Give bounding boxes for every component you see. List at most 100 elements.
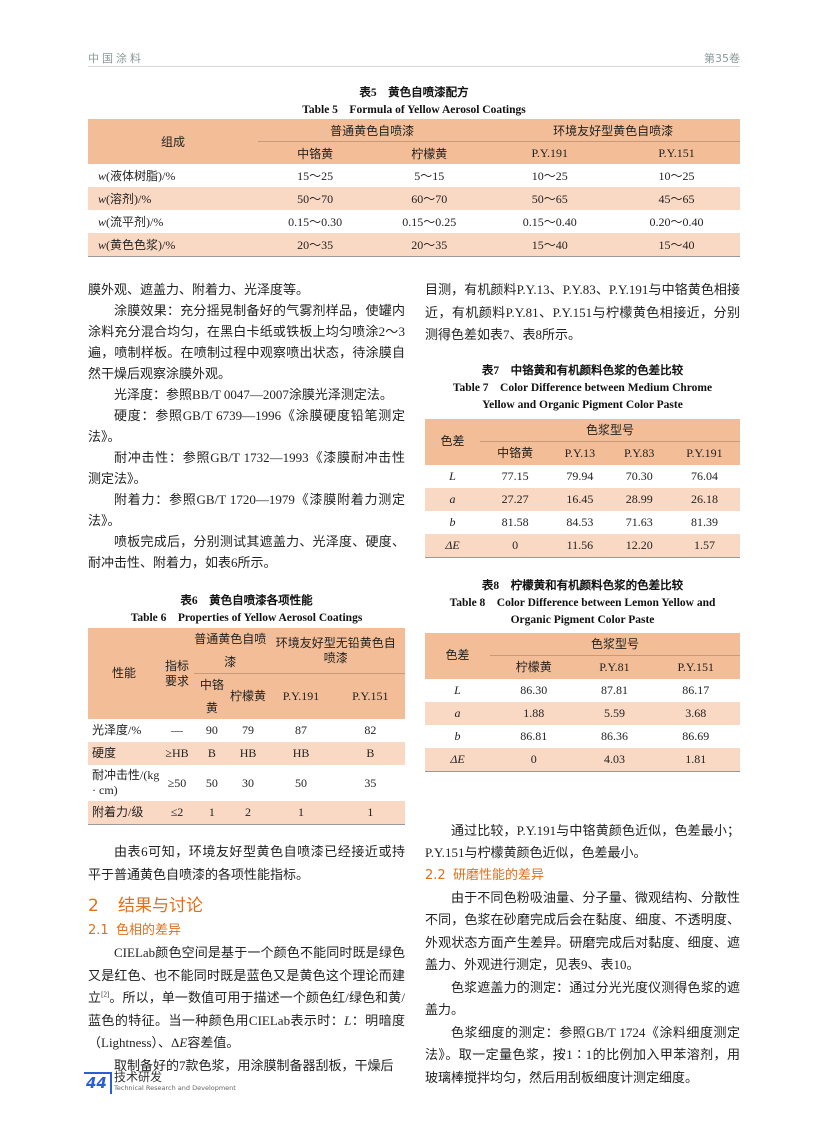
requirement-cell: ≥HB [165,746,189,761]
table-row: w(黄色色浆)/% 20～35 20～35 15～40 15～40 [88,233,740,257]
table-cell: 86.69 [682,728,710,743]
table-cell: 0.15～0.30 [288,215,343,229]
row-label: 附着力/级 [92,805,144,819]
row-label-text: (黄色色浆)/% [106,238,176,252]
paragraph: 色浆遮盖力的测定：通过分光光度仪测得色浆的遮盖力。 [425,979,740,1018]
table-cell: 1.81 [685,751,707,766]
table-row: b 81.58 84.53 71.63 81.39 [425,511,740,534]
table-cell: 79.94 [566,468,594,483]
table-cell: 79 [242,723,255,738]
table-row: w(流平剂)/% 0.15～0.30 0.15～0.25 0.15～0.40 0.20～… [88,210,740,233]
table6: 性能 指标要求 普通黄色自喷漆 环境友好型无铅黄色自喷漆 中铬黄 柠檬黄 P.Y… [88,628,405,825]
table-row: 附着力/级 ≤2 1 2 1 1 [88,801,405,825]
row-label: 光泽度/% [92,723,142,737]
row-label-text: (流平剂)/% [106,215,164,229]
paragraph: 由表6可知，环境友好型黄色自喷漆已经接近或持平于普通黄色自喷漆的各项性能指标。 [88,844,405,882]
table-cell: 0.15～0.25 [402,215,457,229]
table-cell: 26.18 [690,491,718,506]
running-header: 中国涂料 第35卷 [88,48,740,67]
table-cell: 84.53 [566,514,594,529]
table5-subheader: 柠檬黄 [372,141,487,164]
table-cell: 70.30 [625,468,653,483]
variable-w: w [98,169,107,183]
table-cell: 20～35 [411,238,448,252]
table8-caption: 表8 柠檬黄和有机颜料色浆的色差比较 Table 8 Color Differe… [425,578,740,629]
table-row: a 1.88 5.59 3.68 [425,701,740,725]
table-cell: 81.39 [690,514,718,529]
table-row: ΔE 0 4.03 1.81 [425,747,740,771]
table7-subheader: P.Y.83 [609,441,669,465]
table5-group-header: 环境友好型黄色自喷漆 [553,123,674,138]
table-cell: 77.15 [501,468,529,483]
table5-title-cn: 表5 黄色自喷漆配方 [359,87,469,99]
volume-label: 第35卷 [704,52,740,65]
table5-group-header: 普通黄色自喷漆 [330,123,415,138]
var-L: L [344,1012,352,1028]
table6-title-en: Table 6 Properties of Yellow Aerosol Coa… [130,612,363,624]
section-number: 2.2 [425,867,446,883]
table-row: w(溶剂)/% 50～70 60～70 50～65 45～65 [88,187,740,210]
row-label: a [454,705,461,720]
table-cell: 50 [205,775,218,790]
right-column: 目测，有机颜料P.Y.13、P.Y.83、P.Y.191与中铬黄色相接近，有机颜… [425,279,740,1089]
text: 。所以，单一数值可用于描述一个颜色红/绿色和黄/蓝色的特征。当一种颜色用CIEL… [88,990,405,1028]
table-cell: B [366,746,375,761]
row-label: L [449,468,456,483]
left-column: 膜外观、遮盖力、附着力、光泽度等。 涂膜效果：充分摇晃制备好的气雾剂样品，使罐内… [88,279,405,1077]
table-cell: 28.99 [625,491,653,506]
table-cell: 87 [295,723,308,738]
row-label: ΔE [450,751,465,766]
variable-w: w [98,215,107,229]
table-cell: 15～40 [658,238,695,252]
table-cell: 30 [242,775,255,790]
table-cell: 5～15 [414,169,445,183]
row-label: b [454,728,461,743]
table7-title-en: Table 7 Color Difference between Medium … [452,381,713,394]
left-column-lower: 由表6可知，环境友好型黄色自喷漆已经接近或持平于普通黄色自喷漆的各项性能指标。 … [88,841,405,1077]
paragraph: 目测，有机颜料P.Y.13、P.Y.83、P.Y.191与中铬黄色相接近，有机颜… [425,282,740,342]
citation: [2] [101,990,110,999]
table-cell: 50～65 [531,192,568,206]
footer-divider [110,1072,112,1094]
section-number: 2 [88,896,99,916]
table-row: 硬度 ≥HB B HB HB B [88,742,405,765]
paragraph: 色浆细度的测定：参照GB/T 1724《涂料细度测定法》。取一定量色浆，按1∶1… [425,1024,740,1085]
variable-w: w [98,192,107,206]
paragraph: 喷板完成后，分别测试其遮盖力、光泽度、硬度、耐冲击性、附着力，如表6所示。 [88,534,405,570]
variable-w: w [98,238,107,252]
row-label-text: (液体树脂)/% [106,169,176,183]
table-cell: 20～35 [297,238,334,252]
section-title: 色相的差异 [116,923,182,938]
table-cell: 1.88 [523,705,545,720]
row-label: 硬度 [92,746,117,760]
section-number: 2.1 [88,923,109,938]
section-name-cn: 技术研发 [114,1070,163,1084]
table-cell: 0 [512,537,519,552]
table6-subheader: 柠檬黄 [229,673,267,719]
table-cell: 86.36 [600,728,628,743]
table-cell: 27.27 [501,491,529,506]
table-cell: 81.58 [501,514,529,529]
row-label: 耐冲击性/(kg · cm) [92,768,160,797]
table5-subheader: P.Y.191 [486,141,614,164]
section-name-en: Technical Research and Development [114,1084,236,1092]
row-label-text: (溶剂)/% [106,192,152,206]
section-heading-2-2: 2.2 研磨性能的差异 [425,865,740,887]
table-cell: 82 [364,723,377,738]
table5-header-composition: 组成 [160,135,185,149]
section-heading-2-1: 2.1 色相的差异 [88,920,405,942]
text: CIELab颜色空间是基于一个颜色不能同时既是绿色又是红色、也不能同时既是蓝色又… [88,945,405,1005]
table-cell: 50 [295,775,308,790]
table6-subheader: 中铬黄 [194,673,230,719]
table5-caption: 表5 黄色自喷漆配方 Table 5 Formula of Yellow Aer… [88,85,740,119]
table-cell: 1 [367,805,374,820]
table-cell: 86.17 [682,682,710,697]
section-title: 结果与讨论 [118,896,203,916]
section-title: 研磨性能的差异 [453,867,545,883]
table-cell: 76.04 [690,468,718,483]
text: 容差值。 [187,1035,240,1050]
requirement-cell: — [171,723,183,738]
table-cell: 0 [530,751,537,766]
table-cell: 1.57 [693,537,715,552]
table-cell: 2 [245,805,252,820]
